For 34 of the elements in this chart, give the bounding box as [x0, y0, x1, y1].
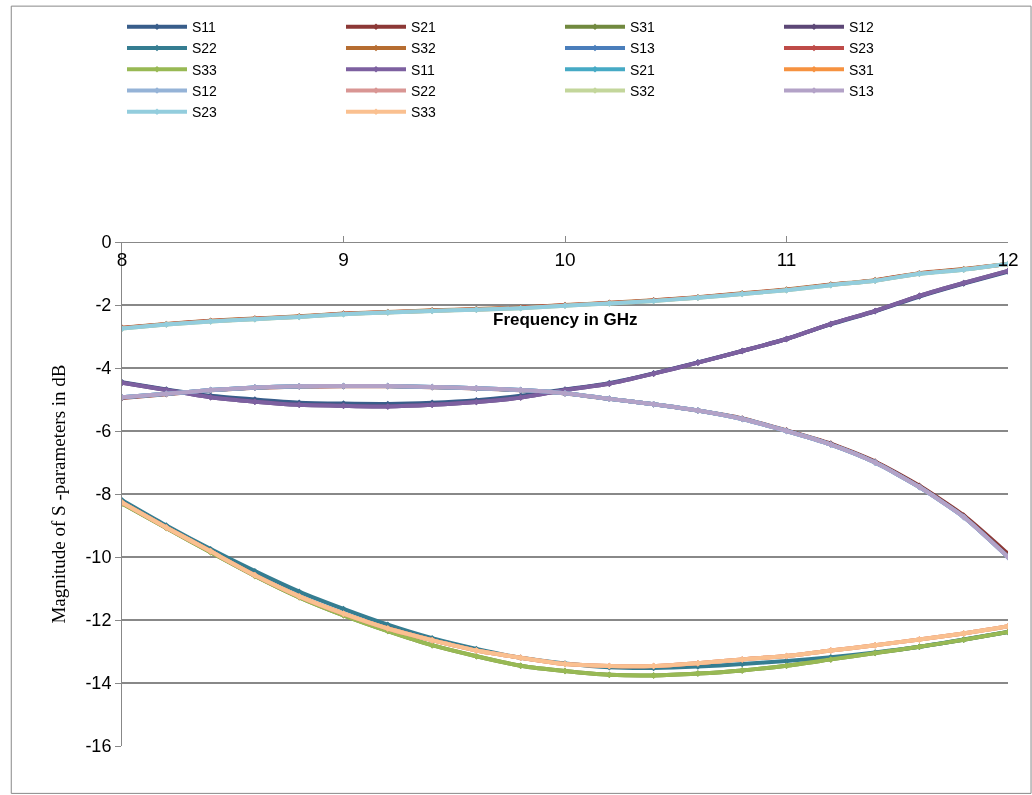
- legend-label: S22: [411, 82, 437, 99]
- legend-label: S23: [192, 104, 218, 121]
- legend-label: S33: [411, 104, 437, 121]
- legend-label: S12: [192, 82, 218, 99]
- y-tick-label: -2: [95, 295, 112, 316]
- legend-label: S23: [849, 40, 875, 57]
- y-tick-label: -16: [85, 736, 112, 757]
- legend-label: S33: [192, 61, 218, 78]
- y-tick-label: -14: [85, 673, 112, 694]
- y-axis-title: Magnitude of S -parameters in dB: [48, 364, 70, 624]
- legend-label: S11: [411, 61, 436, 78]
- legend-label: S13: [630, 40, 656, 57]
- legend-label: S22: [192, 40, 218, 57]
- y-tick-label: -6: [95, 421, 112, 442]
- legend-label: S21: [411, 19, 437, 36]
- legend-label: S12: [849, 19, 875, 36]
- legend-label: S31: [630, 19, 656, 36]
- x-axis-title: Frequency in GHz: [493, 310, 638, 329]
- legend-label: S32: [630, 82, 656, 99]
- legend-label: S31: [849, 61, 875, 78]
- y-tick-label: 0: [101, 232, 112, 253]
- x-tick-label: 12: [997, 248, 1019, 270]
- legend-label: S13: [849, 82, 875, 99]
- x-tick-label: 11: [776, 248, 797, 270]
- y-tick-label: -4: [95, 358, 112, 379]
- legend-label: S21: [630, 61, 656, 78]
- y-tick-label: -10: [85, 547, 112, 568]
- legend-label: S32: [411, 40, 437, 57]
- x-tick-label: 9: [338, 248, 349, 270]
- x-tick-label: 8: [116, 248, 128, 270]
- y-tick-label: -12: [85, 610, 112, 631]
- x-tick-label: 10: [554, 248, 576, 270]
- y-tick-label: -8: [95, 484, 112, 505]
- legend-label: S11: [192, 19, 217, 36]
